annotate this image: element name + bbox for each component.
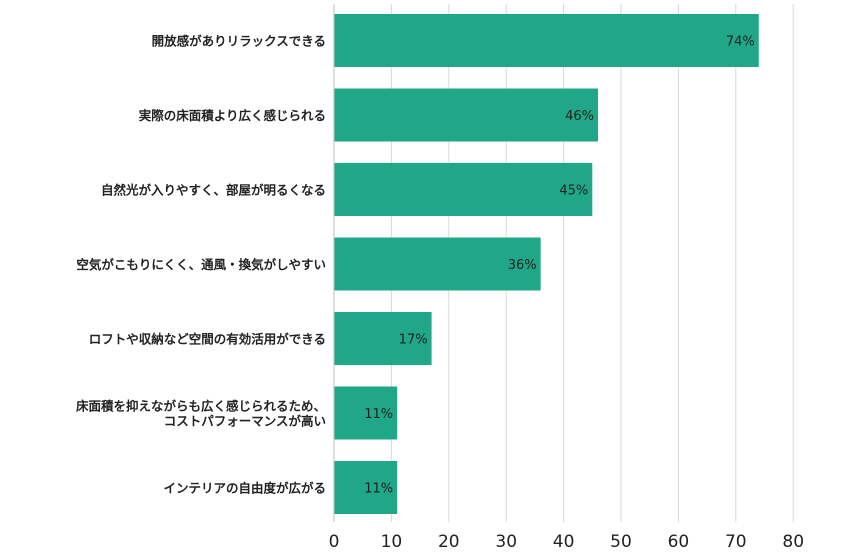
bar (334, 88, 599, 142)
bar (334, 237, 541, 291)
bar (334, 312, 432, 365)
bars (334, 14, 759, 514)
x-tick-label: 70 (725, 532, 747, 552)
category-label: 空気がこもりにくく、通風・換気がしやすい (76, 257, 326, 272)
category-label-line: ロフトや収納など空間の有効活用ができる (89, 332, 326, 347)
bar (334, 461, 398, 514)
x-tick-label: 80 (782, 532, 804, 552)
data-label: 45% (559, 184, 588, 199)
x-tick-labels: 0 10 20 30 40 50 60 70 80 (329, 532, 804, 552)
x-tick-label: 50 (610, 532, 632, 552)
category-label: 自然光が入りやすく、部屋が明るくなる (101, 183, 326, 198)
x-tick-label: 10 (381, 532, 403, 552)
data-label: 46% (565, 109, 594, 124)
data-label: 17% (399, 333, 428, 348)
data-label: 11% (364, 407, 393, 422)
x-tick-label: 60 (668, 532, 690, 552)
category-label-line: 開放感がありリラックスできる (152, 34, 326, 49)
data-labels: 74% 46% 45% 36% 17% 11% 11% (364, 35, 755, 497)
category-label: ロフトや収納など空間の有効活用ができる (89, 332, 326, 347)
data-label: 11% (364, 482, 393, 497)
bar (334, 163, 593, 216)
category-label: 実際の床面積より広く感じられる (139, 108, 326, 123)
category-label: 開放感がありリラックスできる (152, 34, 326, 49)
category-label-line: インテリアの自由度が広がる (163, 481, 326, 496)
data-label: 74% (726, 35, 755, 50)
bar (334, 14, 759, 67)
category-label-line: コストパフォーマンスが高い (164, 414, 326, 429)
data-label: 36% (508, 258, 537, 273)
bar (334, 386, 398, 440)
category-label-line: 床面積を抑えながらも広く感じられるため、 (76, 399, 326, 414)
x-tick-label: 40 (553, 532, 575, 552)
category-label: 床面積を抑えながらも広く感じられるため、コストパフォーマンスが高い (76, 399, 326, 429)
x-tick-label: 30 (495, 532, 517, 552)
category-labels: 開放感がありリラックスできる実際の床面積より広く感じられる自然光が入りやすく、部… (76, 34, 326, 496)
category-label-line: 実際の床面積より広く感じられる (139, 108, 326, 123)
x-tick-label: 0 (329, 532, 340, 552)
category-label: インテリアの自由度が広がる (163, 481, 326, 496)
category-label-line: 空気がこもりにくく、通風・換気がしやすい (76, 257, 326, 272)
category-label-line: 自然光が入りやすく、部屋が明るくなる (101, 183, 326, 198)
x-tick-label: 20 (438, 532, 460, 552)
